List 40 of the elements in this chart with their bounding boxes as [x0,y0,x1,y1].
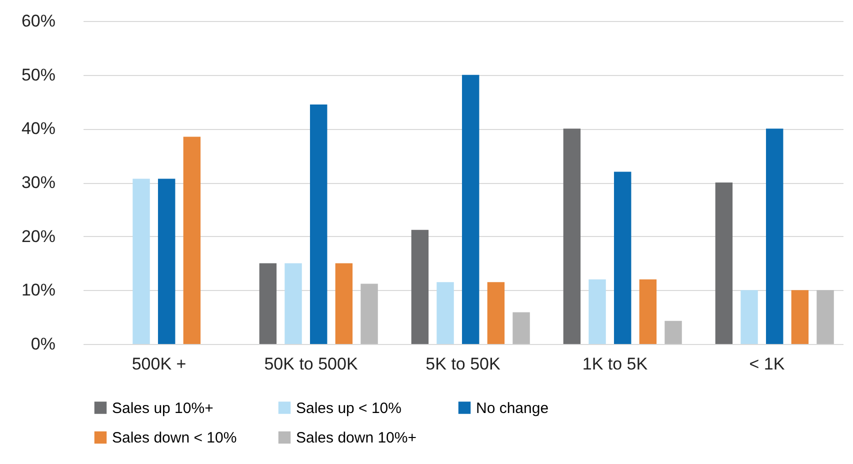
bar [664,320,682,344]
bar [360,284,378,344]
bar [639,279,657,344]
bar [614,172,632,344]
bar [766,128,784,344]
bar [462,74,480,344]
bar [284,263,302,344]
bar [158,178,176,344]
bar [487,282,505,344]
bar [740,290,758,344]
y-tick-label: 0% [30,334,56,354]
legend-label: Sales up 10%+ [112,400,214,417]
bar [436,282,454,344]
legend-label: Sales down < 10% [112,430,237,446]
y-tick-label: 20% [21,226,56,246]
y-tick-label: 40% [21,119,56,138]
bar [512,312,530,344]
bar [259,263,277,344]
x-tick-label: 500K + [132,354,186,374]
bar [411,230,429,344]
bar [588,279,606,344]
x-tick-label: < 1K [749,354,786,374]
bar [816,290,834,344]
y-tick-label: 10% [21,280,56,300]
bar [563,128,581,344]
bar [183,136,201,344]
bar [310,104,328,344]
y-tick-label: 50% [21,65,56,84]
bar [791,290,809,344]
legend-label: No change [476,400,549,417]
bar [132,178,150,344]
legend-label: Sales down 10%+ [296,430,417,446]
legend-label: Sales up < 10% [296,400,402,417]
y-tick-label: 30% [21,173,56,192]
x-tick-label: 5K to 50K [426,354,501,374]
bar [335,263,353,344]
bar [715,182,733,344]
y-tick-label: 60% [21,12,56,30]
x-tick-label: 50K to 500K [264,354,358,374]
x-tick-label: 1K to 5K [582,354,648,374]
